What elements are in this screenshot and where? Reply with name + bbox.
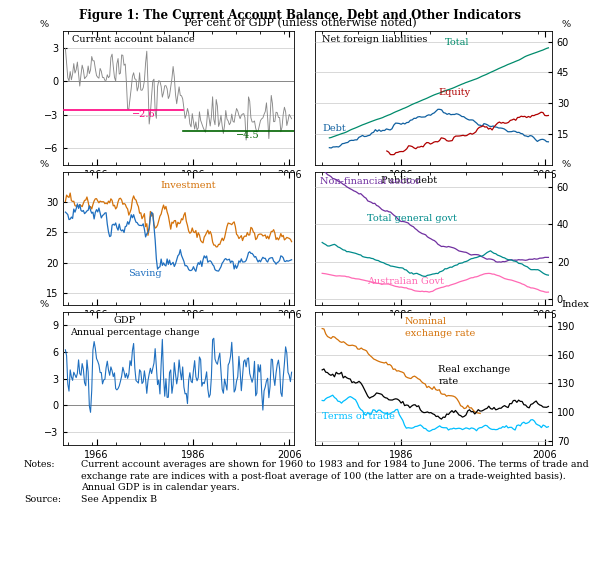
Text: Per cent of GDP (unless otherwise noted): Per cent of GDP (unless otherwise noted) (184, 18, 416, 28)
Text: Equity: Equity (438, 88, 470, 97)
Text: Non-financial sector: Non-financial sector (320, 177, 420, 186)
Text: See Appendix B: See Appendix B (81, 495, 157, 504)
Text: GDP: GDP (114, 316, 136, 325)
Text: %: % (40, 160, 49, 169)
Text: %: % (40, 19, 49, 28)
Text: Nominal: Nominal (405, 317, 447, 326)
Text: exchange rate: exchange rate (405, 329, 475, 338)
Text: exchange rate are indices with a post-float average of 100 (the latter are on a : exchange rate are indices with a post-fl… (81, 471, 566, 481)
Text: Total general govt: Total general govt (367, 214, 457, 223)
Text: Total: Total (445, 37, 470, 47)
Text: rate: rate (438, 377, 458, 386)
Text: Annual percentage change: Annual percentage change (70, 328, 199, 337)
Text: Public debt: Public debt (382, 176, 437, 185)
Text: Terms of trade: Terms of trade (322, 412, 395, 421)
Text: Annual GDP is in calendar years.: Annual GDP is in calendar years. (81, 483, 239, 492)
Text: %: % (562, 19, 571, 28)
Text: Notes:: Notes: (24, 460, 56, 469)
Text: Investment: Investment (160, 181, 215, 190)
Text: %: % (40, 300, 49, 309)
Text: Current account balance: Current account balance (72, 35, 195, 44)
Text: Index: Index (562, 300, 589, 309)
Text: Net foreign liabilities: Net foreign liabilities (322, 35, 427, 44)
Text: Real exchange: Real exchange (438, 365, 511, 374)
Text: Australian Govt: Australian Govt (367, 277, 444, 286)
Text: −4.5: −4.5 (236, 131, 260, 140)
Text: Source:: Source: (24, 495, 61, 504)
Text: Figure 1: The Current Account Balance, Debt and Other Indicators: Figure 1: The Current Account Balance, D… (79, 9, 521, 22)
Text: Debt: Debt (322, 124, 346, 133)
Text: Current account averages are shown for 1960 to 1983 and for 1984 to June 2006. T: Current account averages are shown for 1… (81, 460, 589, 469)
Text: −2.6: −2.6 (133, 110, 156, 119)
Text: Saving: Saving (128, 269, 161, 278)
Text: %: % (562, 160, 571, 169)
